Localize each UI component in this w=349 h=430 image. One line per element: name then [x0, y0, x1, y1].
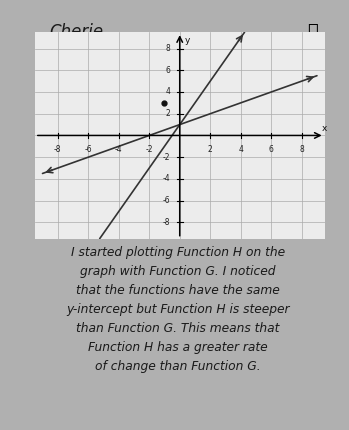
Text: 2: 2	[166, 109, 171, 118]
Text: 6: 6	[166, 66, 171, 75]
Text: I started plotting Function H on the
graph with Function G. I noticed
that the f: I started plotting Function H on the gra…	[66, 246, 290, 373]
Text: -2: -2	[146, 145, 153, 154]
Text: -2: -2	[163, 153, 171, 162]
Text: 4: 4	[238, 145, 243, 154]
Text: -4: -4	[163, 175, 171, 184]
Text: 2: 2	[208, 145, 213, 154]
Text: x: x	[321, 124, 327, 133]
Circle shape	[6, 48, 29, 77]
Text: 6: 6	[269, 145, 274, 154]
Text: -8: -8	[54, 145, 61, 154]
Text: -6: -6	[163, 196, 171, 205]
Text: -4: -4	[115, 145, 122, 154]
Text: 8: 8	[166, 44, 171, 53]
Text: 4: 4	[166, 87, 171, 96]
Text: -8: -8	[163, 218, 171, 227]
Text: -6: -6	[84, 145, 92, 154]
Text: 👍: 👍	[307, 22, 318, 40]
Text: 8: 8	[299, 145, 304, 154]
Text: Cherie: Cherie	[50, 22, 104, 40]
Text: y: y	[185, 36, 190, 45]
